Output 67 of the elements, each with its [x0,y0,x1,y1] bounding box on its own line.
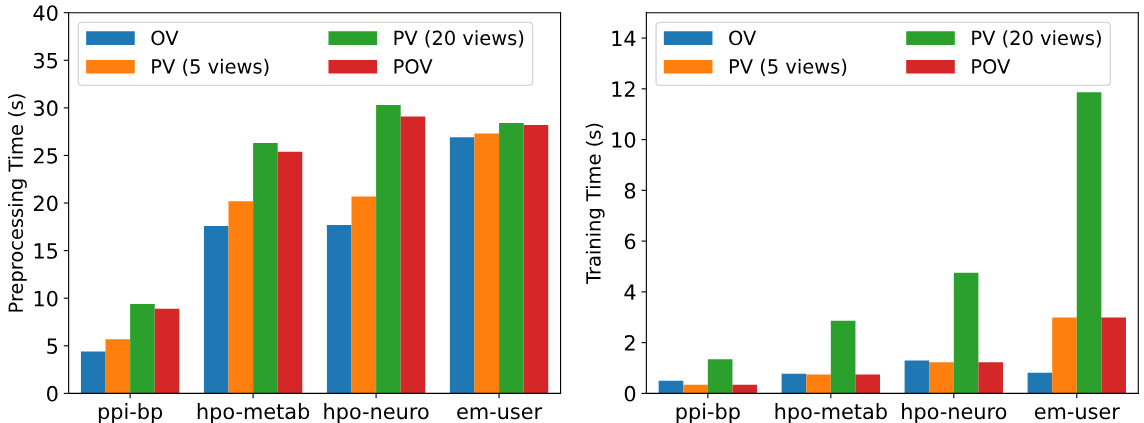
bar [351,196,377,394]
legend-label: OV [729,30,757,46]
y-tick-label: 14 [612,30,636,46]
y-tick-label: 10 [612,132,636,148]
bar [253,143,278,394]
bar [277,151,303,394]
bar [80,351,106,394]
bar [904,360,930,394]
bar [376,105,401,394]
bar [781,373,807,394]
y-tick-label: 10 [34,290,58,307]
bar [449,137,475,394]
x-tick-label: hpo-metab [197,403,310,423]
y-axis-title: Training Time (s) [585,123,605,285]
legend-label: PV (5 views) [152,58,269,77]
bar [707,359,733,394]
x-tick-label: em-user [457,407,543,420]
x-tick-label: em-user [1034,407,1120,420]
x-tick-label: ppi-bp [676,403,740,423]
x-tick-label: hpo-neuro [902,403,1007,423]
y-tick-label: 2 [624,335,635,351]
x-tick-label: hpo-neuro [324,403,429,423]
bar [929,362,954,394]
bar [683,384,708,394]
bar [154,308,180,394]
bar [1027,372,1053,394]
legend-label: POV [972,59,1011,74]
bar [658,380,684,394]
bar [855,374,881,394]
legend-label: PV (20 views) [394,30,524,48]
legend-label: PV (20 views) [972,30,1101,48]
y-tick-label: 35 [34,52,58,69]
bar [474,133,500,394]
bar [499,123,524,394]
y-tick-label: 12 [612,81,635,97]
bar [105,339,131,394]
bar [953,272,979,394]
bar [806,374,831,394]
bar [732,384,758,394]
bar [400,116,426,394]
y-tick-label: 5 [47,338,58,355]
bar [130,303,155,394]
legend-label: POV [394,59,433,74]
bar [1101,317,1126,394]
y-tick-label: 0 [47,385,58,402]
bar [326,224,352,394]
bar [1052,317,1077,394]
legend-label: PV (5 views) [729,58,847,77]
bar [1076,92,1102,394]
legend-label: OV [151,30,179,46]
y-tick-label: 25 [33,147,58,164]
y-axis-title: Preprocessing Time (s) [8,94,27,312]
bar [228,201,254,394]
y-tick-label: 15 [34,243,58,259]
y-tick-label: 4 [624,284,636,300]
y-tick-label: 20 [33,195,58,212]
x-tick-label: hpo-metab [775,403,887,423]
y-tick-label: 40 [33,5,58,21]
bar [978,362,1003,394]
bar [203,225,229,394]
bar [830,320,856,394]
y-tick-label: 8 [624,182,636,199]
y-tick-label: 6 [624,233,636,250]
bar [523,125,549,394]
y-tick-label: 30 [34,100,58,117]
y-tick-label: 0 [624,385,636,402]
x-tick-label: ppi-bp [98,403,163,423]
